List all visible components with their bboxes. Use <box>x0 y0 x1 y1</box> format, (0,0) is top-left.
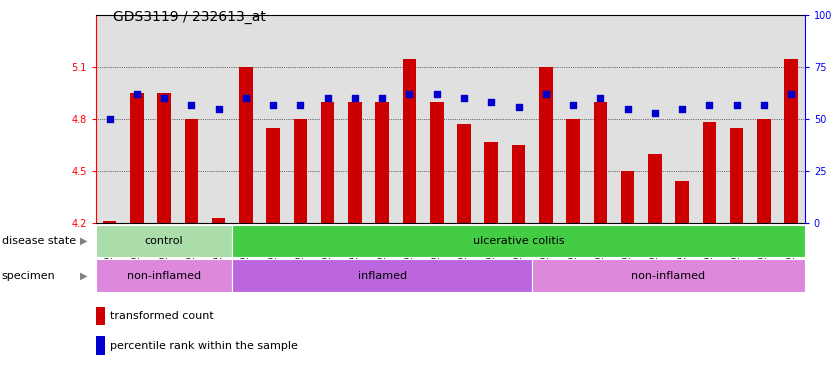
Point <box>184 101 198 108</box>
Bar <box>239 67 253 223</box>
Bar <box>702 122 716 223</box>
Point <box>457 95 470 101</box>
Bar <box>158 93 171 223</box>
Text: GDS3119 / 232613_at: GDS3119 / 232613_at <box>113 10 265 23</box>
Text: non-inflamed: non-inflamed <box>631 270 706 281</box>
Bar <box>96 225 232 257</box>
Bar <box>212 217 225 223</box>
Point <box>239 95 253 101</box>
Text: control: control <box>145 236 183 246</box>
Bar <box>676 181 689 223</box>
Text: disease state: disease state <box>2 236 76 246</box>
Point <box>375 95 389 101</box>
Point <box>620 106 634 112</box>
Bar <box>532 259 805 292</box>
Bar <box>757 119 771 223</box>
Text: non-inflamed: non-inflamed <box>127 270 201 281</box>
Text: specimen: specimen <box>2 270 55 281</box>
Text: inflamed: inflamed <box>358 270 407 281</box>
Bar <box>430 102 444 223</box>
Point <box>594 95 607 101</box>
Point <box>321 95 334 101</box>
Point <box>103 116 116 122</box>
Bar <box>321 102 334 223</box>
Bar <box>594 102 607 223</box>
Bar <box>403 59 416 223</box>
Bar <box>784 59 798 223</box>
Bar <box>375 102 389 223</box>
Bar <box>730 128 743 223</box>
Bar <box>485 142 498 223</box>
Bar <box>103 221 117 223</box>
Text: transformed count: transformed count <box>110 311 214 321</box>
Point <box>730 101 743 108</box>
Bar <box>512 145 525 223</box>
Bar <box>184 119 198 223</box>
Text: ▶: ▶ <box>80 270 88 281</box>
Point <box>485 99 498 106</box>
Bar <box>348 102 362 223</box>
Point <box>430 91 444 97</box>
Point <box>158 95 171 101</box>
Bar <box>648 154 661 223</box>
Point <box>703 101 716 108</box>
Bar <box>266 128 280 223</box>
Text: ulcerative colitis: ulcerative colitis <box>473 236 565 246</box>
Point <box>676 106 689 112</box>
Bar <box>457 124 471 223</box>
Point <box>785 91 798 97</box>
Point <box>294 101 307 108</box>
Point <box>757 101 771 108</box>
Bar <box>96 259 232 292</box>
Point <box>212 106 225 112</box>
Bar <box>539 67 553 223</box>
Point <box>648 110 661 116</box>
Text: ▶: ▶ <box>80 236 88 246</box>
Text: percentile rank within the sample: percentile rank within the sample <box>110 341 298 351</box>
Point <box>349 95 362 101</box>
Bar <box>232 225 805 257</box>
Point <box>566 101 580 108</box>
Bar <box>620 171 635 223</box>
Point <box>403 91 416 97</box>
Point <box>130 91 143 97</box>
Bar <box>96 336 105 355</box>
Bar <box>96 307 105 325</box>
Bar <box>130 93 143 223</box>
Point <box>512 104 525 110</box>
Point <box>266 101 279 108</box>
Bar <box>566 119 580 223</box>
Bar <box>232 259 532 292</box>
Bar <box>294 119 307 223</box>
Point <box>539 91 552 97</box>
